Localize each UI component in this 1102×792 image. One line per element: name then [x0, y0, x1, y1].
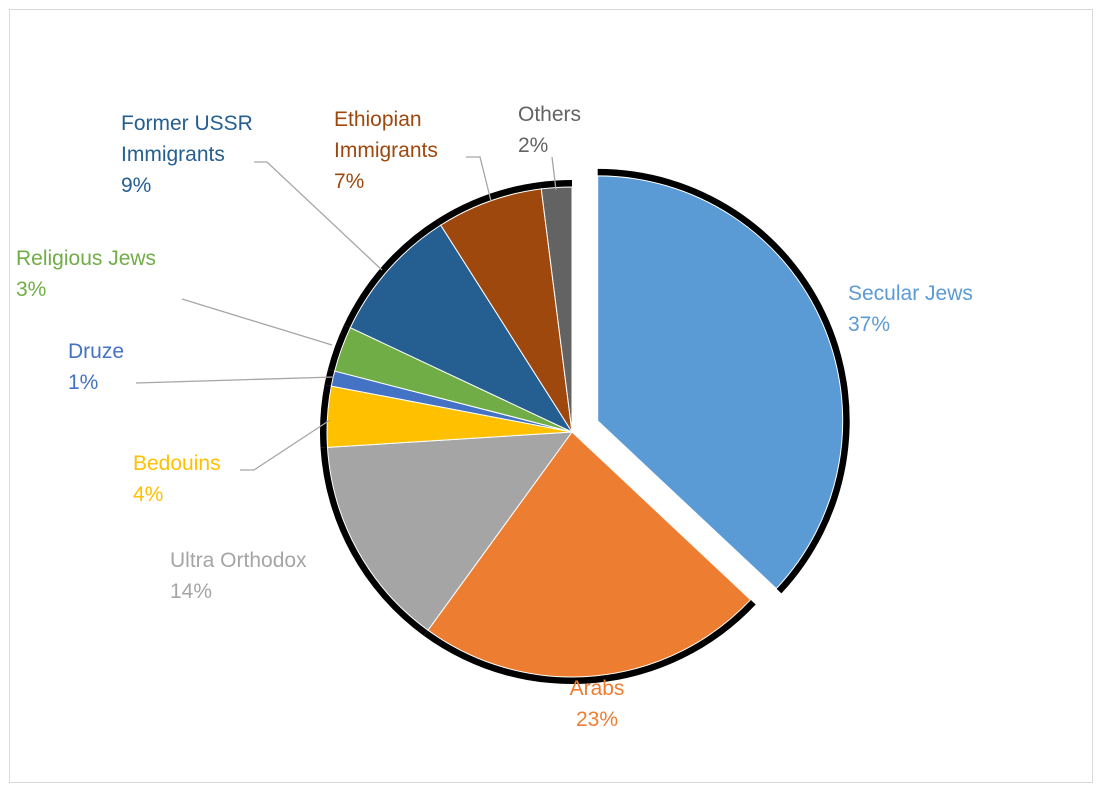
data-label-value: 2% — [518, 134, 548, 157]
slice-others — [540, 186, 573, 433]
leader-line-ethiopian-immigrants — [466, 156, 492, 202]
data-label-arabs: Arabs 23% — [570, 677, 625, 731]
data-labels: Secular Jews 37% Arabs 23% Ultra Orthodox 14%… — [16, 103, 973, 731]
data-label-ethiopian-immigrants: Ethiopian Immigrants 7% — [334, 108, 438, 193]
slice-former-ussr-immigrants — [349, 224, 574, 434]
leader-line-others — [551, 156, 557, 191]
data-label-value: 37% — [848, 313, 890, 336]
data-label-druze: Druze 1% — [68, 340, 124, 394]
leader-line-druze — [135, 376, 335, 384]
data-label-value: 7% — [334, 170, 364, 193]
data-label-category: Religious Jews — [16, 247, 156, 270]
data-label-religious-jews: Religious Jews 3% — [16, 247, 156, 301]
data-label-value: 14% — [170, 580, 212, 603]
data-label-category: Druze — [68, 340, 124, 363]
leader-line-religious-jews — [181, 298, 333, 346]
slice-ethiopian-immigrants — [440, 188, 573, 433]
data-label-value: 4% — [133, 483, 163, 506]
data-label-category: Others — [518, 103, 581, 126]
pie-slices — [326, 175, 844, 678]
data-label-former-ussr-immigrants: Former USSR Immigrants 9% — [121, 112, 253, 197]
data-label-category: Immigrants — [121, 143, 225, 166]
data-label-value: 23% — [576, 708, 618, 731]
data-label-value: 1% — [68, 371, 98, 394]
slice-arabs — [427, 431, 752, 678]
leader-lines — [135, 156, 557, 471]
leader-line-bedouins — [240, 419, 331, 471]
data-label-category: Former USSR — [121, 112, 253, 135]
data-label-category: Immigrants — [334, 139, 438, 162]
leader-line-former-ussr-immigrants — [254, 161, 383, 271]
data-label-value: 9% — [121, 174, 151, 197]
slice-ultra-orthodox — [326, 431, 574, 631]
data-label-category: Arabs — [570, 677, 625, 700]
data-label-bedouins: Bedouins 4% — [133, 452, 221, 506]
data-label-ultra-orthodox: Ultra Orthodox 14% — [170, 549, 307, 603]
data-label-category: Bedouins — [133, 452, 221, 475]
data-label-category: Secular Jews — [848, 282, 973, 305]
data-label-category: Ethiopian — [334, 108, 422, 131]
data-label-secular-jews: Secular Jews 37% — [848, 282, 973, 336]
slice-secular-jews — [597, 175, 844, 590]
data-label-value: 3% — [16, 278, 46, 301]
data-label-others: Others 2% — [518, 103, 581, 157]
data-label-category: Ultra Orthodox — [170, 549, 307, 572]
